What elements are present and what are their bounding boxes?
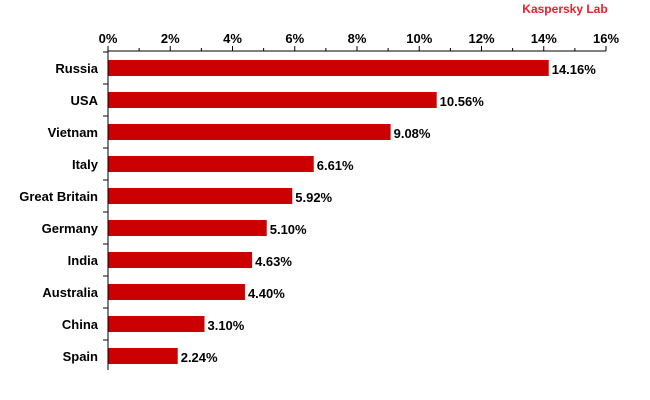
category-label: USA: [71, 93, 99, 108]
x-tick-label: 8%: [348, 31, 367, 46]
category-label: China: [62, 317, 99, 332]
category-label: Spain: [63, 349, 98, 364]
bar-china: [108, 316, 205, 332]
category-label: Italy: [72, 157, 99, 172]
x-tick-label: 14%: [531, 31, 557, 46]
bar-russia: [108, 60, 549, 76]
category-label: Vietnam: [48, 125, 98, 140]
bar-india: [108, 252, 253, 268]
bar-spain: [108, 348, 178, 364]
category-label: Great Britain: [19, 189, 98, 204]
bar-italy: [108, 156, 314, 172]
value-label: 6.61%: [317, 158, 354, 173]
axis-group: 0% 2% 4% 6% 8% 10% 12% 14% 16%: [99, 31, 619, 370]
bars-group: [108, 60, 549, 364]
brand-label: Kaspersky Lab: [522, 2, 607, 16]
category-label: India: [68, 253, 99, 268]
bar-usa: [108, 92, 437, 108]
value-label: 3.10%: [207, 318, 244, 333]
category-label: Australia: [42, 285, 98, 300]
labels-group: Russia 14.16% USA 10.56% Vietnam 9.08% Italy 6.…: [19, 61, 596, 365]
x-tick-label: 4%: [223, 31, 242, 46]
x-tick-label: 10%: [406, 31, 432, 46]
bar-germany: [108, 220, 267, 236]
x-tick-label: 16%: [593, 31, 619, 46]
x-tick-label: 2%: [161, 31, 180, 46]
bar-vietnam: [108, 124, 391, 140]
category-label: Germany: [42, 221, 99, 236]
value-label: 9.08%: [394, 126, 431, 141]
bar-great-britain: [108, 188, 293, 204]
value-label: 14.16%: [552, 62, 597, 77]
x-tick-label: 6%: [285, 31, 304, 46]
value-label: 10.56%: [440, 94, 485, 109]
bar-australia: [108, 284, 245, 300]
value-label: 4.40%: [248, 286, 285, 301]
value-label: 4.63%: [255, 254, 292, 269]
value-label: 5.92%: [295, 190, 332, 205]
category-label: Russia: [55, 61, 98, 76]
value-label: 2.24%: [181, 350, 218, 365]
x-tick-label: 12%: [468, 31, 494, 46]
value-label: 5.10%: [270, 222, 307, 237]
x-tick-label: 0%: [99, 31, 118, 46]
